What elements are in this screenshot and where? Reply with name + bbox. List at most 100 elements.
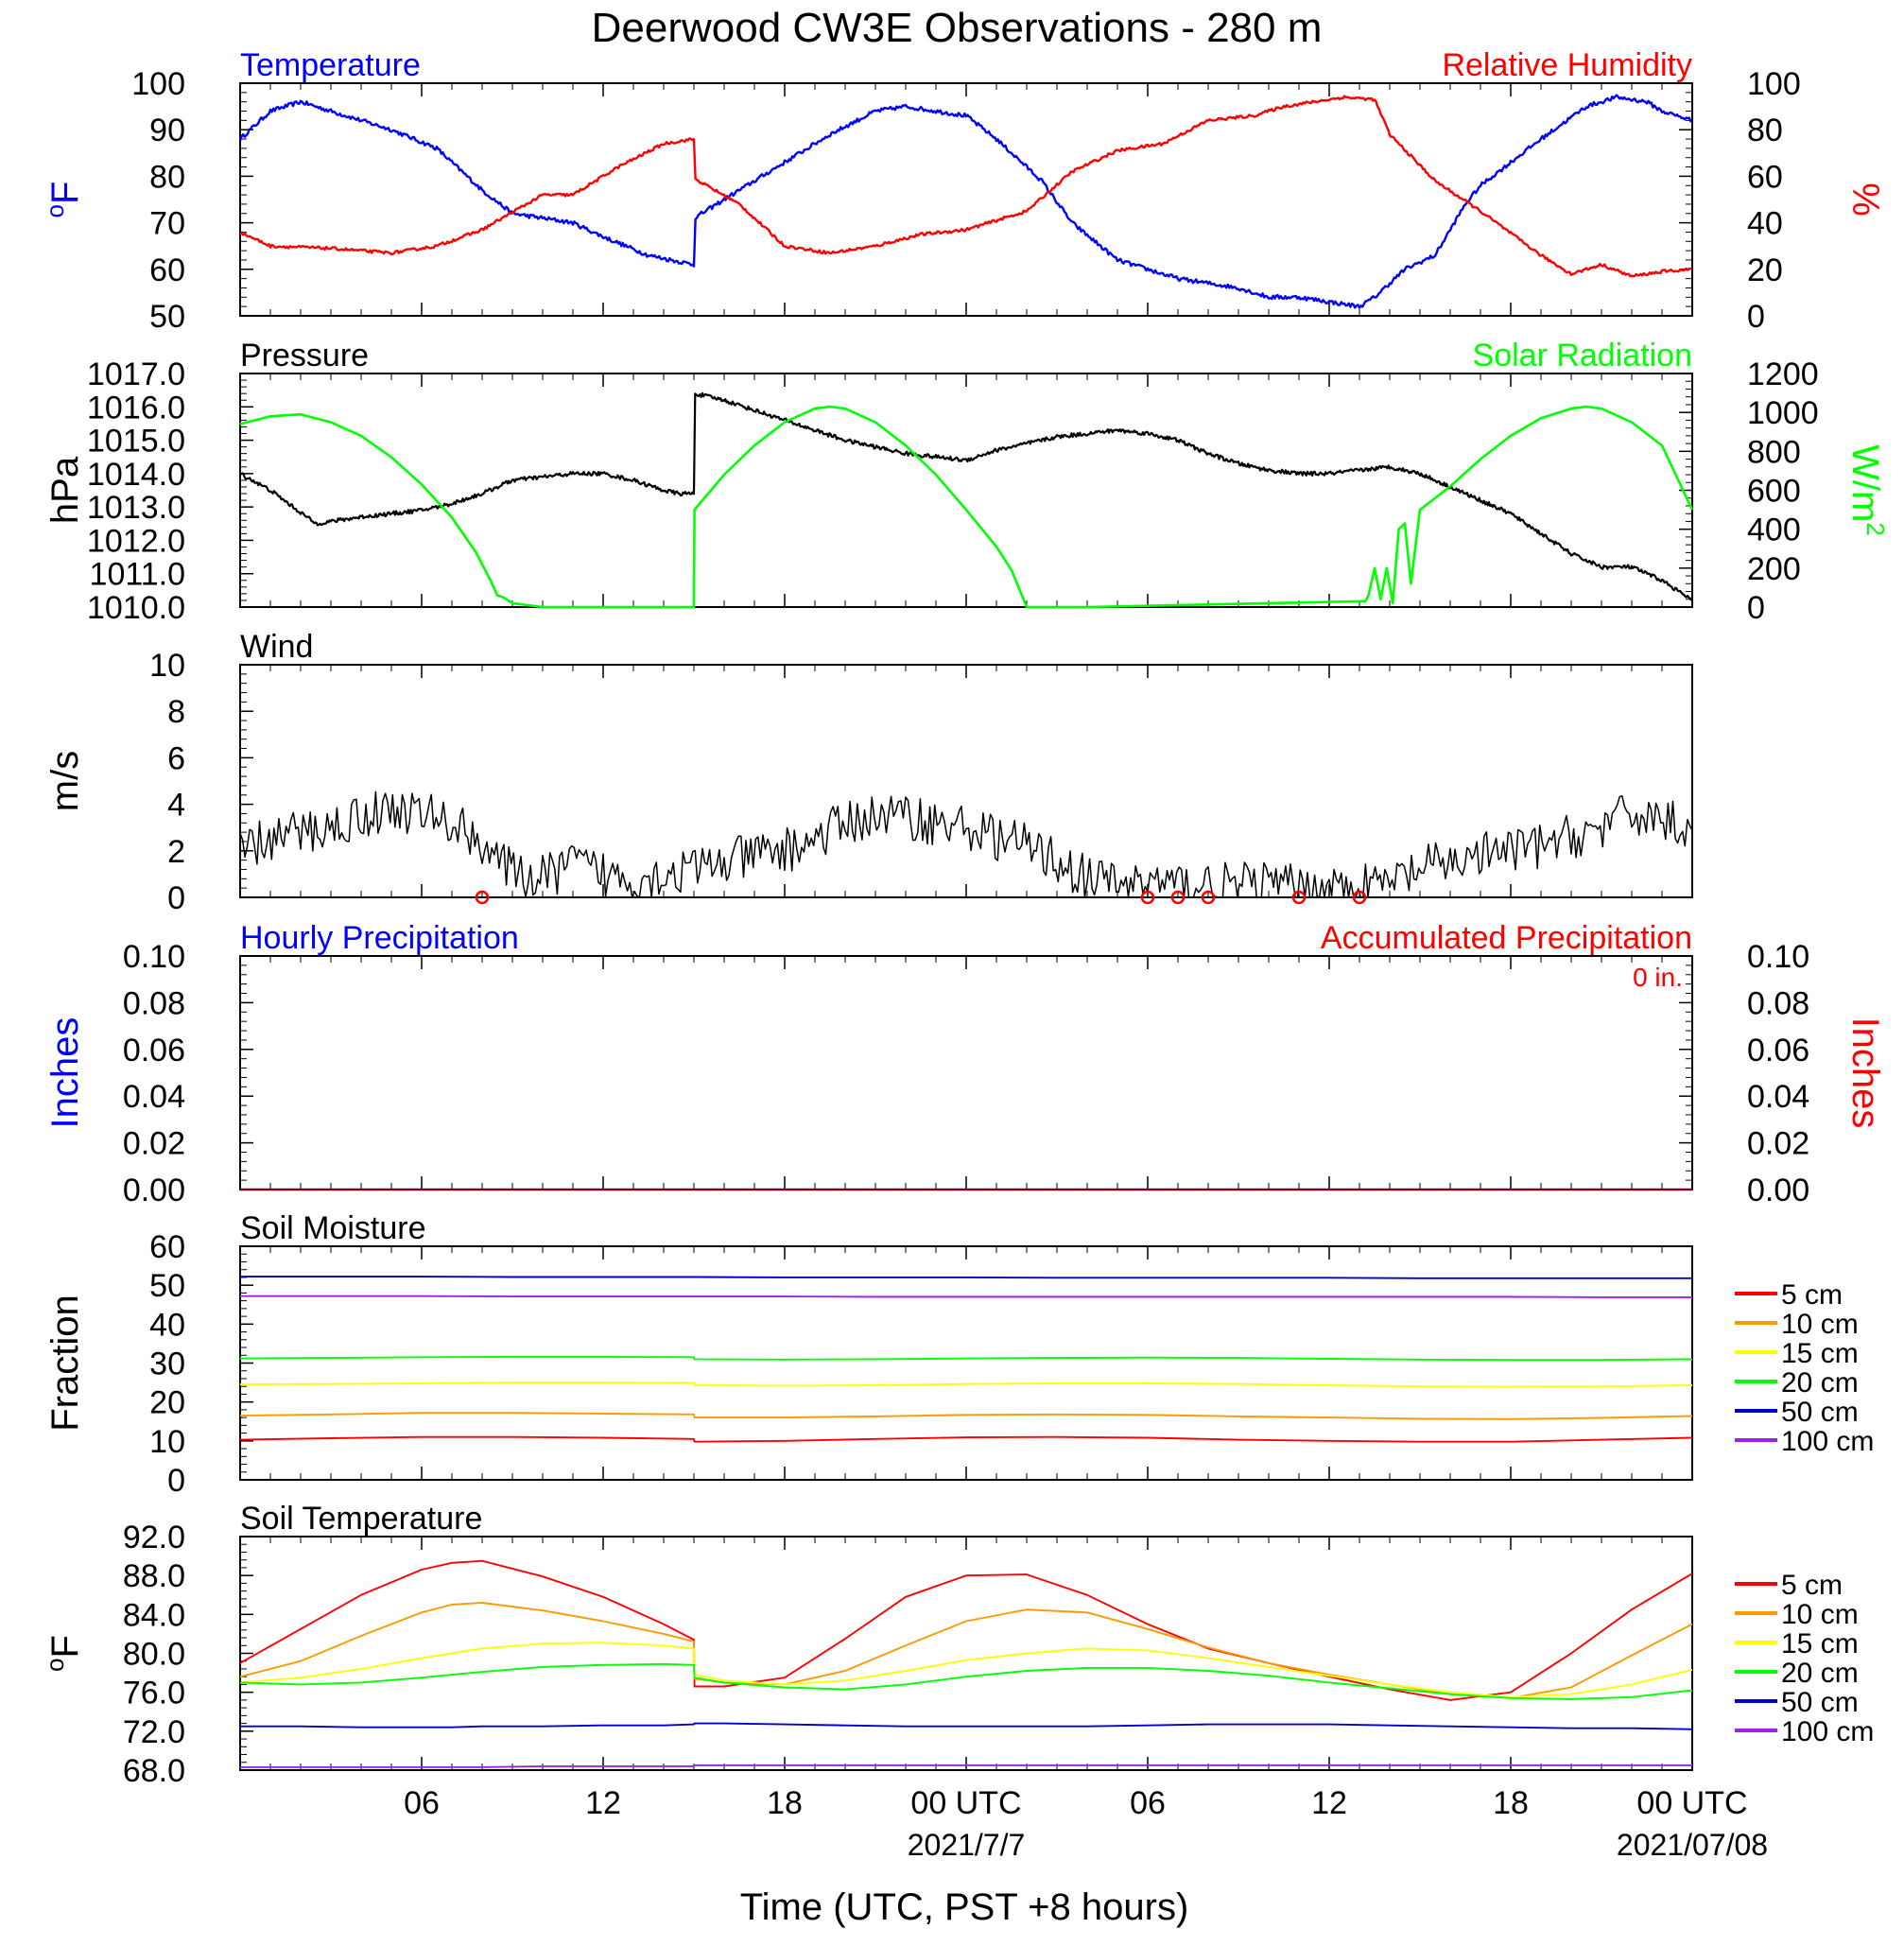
x-tick-label: 06 xyxy=(404,1785,440,1821)
series-line-5-cm xyxy=(239,1435,1693,1443)
y-axis-label-right: W/m2 xyxy=(1844,444,1890,536)
y-tick-label: 1013.0 xyxy=(87,490,185,526)
x-tick-label: 06 xyxy=(1130,1785,1166,1821)
plot-frame xyxy=(239,373,1693,608)
series-line-solar-radiation xyxy=(239,405,1694,609)
x-tick-label: 12 xyxy=(585,1785,621,1821)
y-tick-label: 8 xyxy=(167,694,185,730)
y-tick-label: 84.0 xyxy=(123,1597,185,1633)
legend-entry: 20 cm xyxy=(1781,1658,1859,1689)
panel-title-left: Wind xyxy=(240,629,313,665)
y-axis-label-left: oF xyxy=(41,1635,86,1672)
y-axis-label-left: m/s xyxy=(44,751,86,811)
panel-title-left: Pressure xyxy=(240,338,369,374)
legend-entry: 10 cm xyxy=(1781,1599,1859,1630)
calm-wind-marker xyxy=(1352,890,1367,905)
panel-temp-rh: Temperature Relative Humidity 50 60 70 80 90 10… xyxy=(41,47,1886,335)
y-tick-label: 0.02 xyxy=(1747,1126,1809,1162)
y-tick-label: 60 xyxy=(149,252,185,288)
accumulated-total-label: 0 in. xyxy=(1633,963,1683,992)
y-tick-label: 50 xyxy=(149,1268,185,1304)
calm-wind-marker xyxy=(1170,890,1186,905)
y-tick-label: 1010.0 xyxy=(87,590,185,626)
y-tick-label: 100 xyxy=(131,66,185,102)
series-line-100-cm xyxy=(240,1294,1692,1298)
y-tick-label: 0 xyxy=(167,1463,185,1499)
plot-frame xyxy=(239,1536,1693,1771)
x-tick-label: 18 xyxy=(1493,1785,1529,1821)
y-tick-label: 0 xyxy=(1747,590,1765,626)
y-tick-label: 2 xyxy=(167,834,185,870)
y-tick-label: 6 xyxy=(167,740,185,776)
legend-entry: 100 cm xyxy=(1781,1426,1874,1457)
plot-frame xyxy=(239,955,1693,1190)
y-tick-label: 80 xyxy=(149,159,185,195)
y-axis-label-left: Inches xyxy=(44,1017,86,1129)
legend-entry: 5 cm xyxy=(1781,1279,1843,1311)
y-tick-label: 70 xyxy=(149,206,185,242)
x-tick-label: 18 xyxy=(767,1785,803,1821)
y-tick-label: 0.08 xyxy=(1747,985,1809,1021)
calm-wind-marker xyxy=(1201,890,1216,905)
calm-wind-marker xyxy=(1291,890,1307,905)
y-axis-label-left: hPa xyxy=(44,456,86,524)
series-line-wind xyxy=(239,791,1693,898)
panel-title-right: Solar Radiation xyxy=(1473,338,1692,374)
legend-entry: 10 cm xyxy=(1781,1309,1859,1340)
y-tick-label: 10 xyxy=(149,648,185,684)
y-tick-label: 60 xyxy=(149,1229,185,1265)
y-tick-label: 60 xyxy=(1747,159,1783,195)
x-tick-label: 00 UTC xyxy=(1636,1785,1747,1821)
y-tick-label: 0 xyxy=(1747,299,1765,335)
calm-wind-marker xyxy=(475,890,490,905)
panel-soil-temperature: Soil Temperature 68.072.076.080.0 84.088.0… xyxy=(41,1501,1874,1862)
legend-entry: 50 cm xyxy=(1781,1397,1859,1428)
panel-title-left: Hourly Precipitation xyxy=(240,920,519,956)
y-tick-label: 40 xyxy=(1747,206,1783,242)
series-line-20-cm xyxy=(239,1662,1693,1700)
panel-title-left: Soil Moisture xyxy=(240,1210,426,1246)
panel-title-right: Relative Humidity xyxy=(1442,47,1692,83)
y-tick-label: 0.06 xyxy=(1747,1033,1809,1069)
legend-entry: 100 cm xyxy=(1781,1716,1874,1747)
y-tick-label: 0.00 xyxy=(123,1173,185,1208)
plot-frame xyxy=(239,664,1693,898)
y-tick-label: 800 xyxy=(1747,434,1801,470)
y-tick-label: 1014.0 xyxy=(87,457,185,493)
plot-frame xyxy=(239,1245,1693,1481)
series-line-100-cm xyxy=(240,1764,1692,1768)
y-tick-label: 1012.0 xyxy=(87,523,185,559)
y-tick-label: 0.00 xyxy=(1747,1173,1809,1208)
y-axis-label-right: % xyxy=(1844,182,1886,217)
y-tick-label: 88.0 xyxy=(123,1558,185,1594)
y-axis-label-right: Inches xyxy=(1844,1017,1886,1129)
x-date-label: 2021/7/7 xyxy=(908,1828,1026,1862)
y-tick-label: 600 xyxy=(1747,474,1801,510)
series-line-10-cm xyxy=(239,1412,1693,1420)
y-tick-label: 0.06 xyxy=(123,1033,185,1069)
panel-title-right: Accumulated Precipitation xyxy=(1321,920,1692,956)
panel-title-left: Soil Temperature xyxy=(240,1501,482,1537)
y-tick-label: 4 xyxy=(167,788,185,824)
y-tick-label: 80.0 xyxy=(123,1637,185,1673)
y-tick-label: 1200 xyxy=(1747,356,1819,392)
y-tick-label: 80 xyxy=(1747,113,1783,148)
panel-title-left: Temperature xyxy=(240,47,421,83)
y-tick-label: 0.02 xyxy=(123,1126,185,1162)
legend-entry: 50 cm xyxy=(1781,1687,1859,1718)
y-tick-label: 0 xyxy=(167,880,185,916)
series-line-20-cm xyxy=(239,1355,1693,1362)
y-tick-label: 0.04 xyxy=(123,1079,185,1115)
x-axis-label: Time (UTC, PST +8 hours) xyxy=(740,1886,1189,1928)
y-tick-label: 100 xyxy=(1747,66,1801,102)
calm-wind-marker xyxy=(1140,890,1155,905)
x-tick-label: 12 xyxy=(1311,1785,1347,1821)
y-tick-label: 50 xyxy=(149,299,185,335)
y-tick-label: 200 xyxy=(1747,551,1801,587)
legend-entry: 5 cm xyxy=(1781,1570,1843,1601)
y-tick-label: 30 xyxy=(149,1347,185,1382)
legend-entry: 15 cm xyxy=(1781,1338,1859,1369)
series-line-relative-humidity xyxy=(239,95,1693,278)
